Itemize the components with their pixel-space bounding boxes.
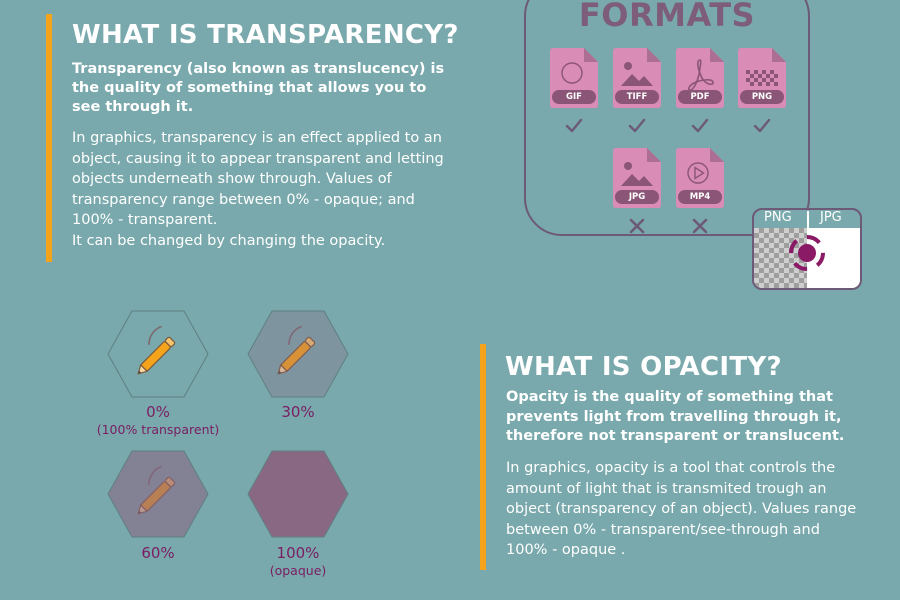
file-pdf-icon: PDF [676,48,724,108]
formats-title: FORMATS [578,0,756,34]
body-line: transparency range between 0% - opaque; … [72,191,415,208]
transparency-body: In graphics, transparency is an effect a… [72,128,452,252]
opacity-value-label: 0% [146,403,170,421]
file-png-icon: PNG [738,48,786,108]
cross-icon [690,216,710,236]
body-line: 100% - transparent. [72,212,218,229]
opacity-hexagon [247,310,349,402]
opacity-hexagon [107,450,209,542]
body-line: In graphics, opacity is a tool that cont… [506,460,836,476]
file-format-label: TIFF [626,92,648,102]
file-format-label: GIF [566,92,582,102]
file-tiff-icon: TIFF [613,48,661,108]
file-format-label: PDF [690,92,710,102]
body-line: amount of light that is transmited troug… [506,480,827,497]
opacity-value-label: 100% [276,544,320,562]
file-mp4-icon: MP4 [676,148,724,208]
target-icon [789,235,825,271]
body-line: between 0% - transparent/see-through and [506,521,820,538]
transparency-title: WHAT IS TRANSPARENCY? [72,20,459,50]
transparency-lead: Transparency (also known as translucency… [72,61,445,115]
opacity-note-label: (100% transparent) [96,422,220,437]
checkmark-icon [627,116,647,136]
accent-bar [46,14,52,262]
opacity-hexagon [247,450,349,542]
file-format-label: JPG [628,192,646,202]
preview-jpg-label: JPG [820,210,842,225]
opacity-note-label: (opaque) [269,563,327,578]
checkmark-icon [752,116,772,136]
png-jpg-preview: PNG JPG [752,208,862,290]
body-line: It can be changed by changing the opacit… [72,232,386,249]
file-jpg-icon: JPG [613,148,661,208]
body-line: 100% - opaque . [506,542,626,559]
file-format-label: PNG [751,92,773,102]
file-gif-icon: GIF [550,48,598,108]
body-line: object (transparency of an object). Valu… [506,501,857,518]
body-line: In graphics, transparency is an effect a… [72,130,442,146]
opacity-body: In graphics, opacity is a tool that cont… [506,458,886,561]
cross-icon [627,216,647,236]
body-line: object, causing it to appear transparent… [72,150,444,167]
body-line: objects underneath show through. Values … [72,171,392,188]
opacity-title: WHAT IS OPACITY? [505,352,782,382]
file-format-label: MP4 [689,192,711,202]
accent-bar [480,344,486,570]
opacity-hexagon [107,310,209,402]
opacity-value-label: 60% [141,544,175,562]
transparent-checker-background [754,228,807,288]
checkmark-icon [690,116,710,136]
opacity-value-label: 30% [281,403,315,421]
formats-panel [524,0,810,236]
preview-divider [807,211,809,228]
preview-png-label: PNG [764,210,792,225]
preview-header: PNG JPG [754,210,860,228]
checkmark-icon [564,116,584,136]
opacity-lead: Opacity is the quality of something that… [506,389,845,445]
